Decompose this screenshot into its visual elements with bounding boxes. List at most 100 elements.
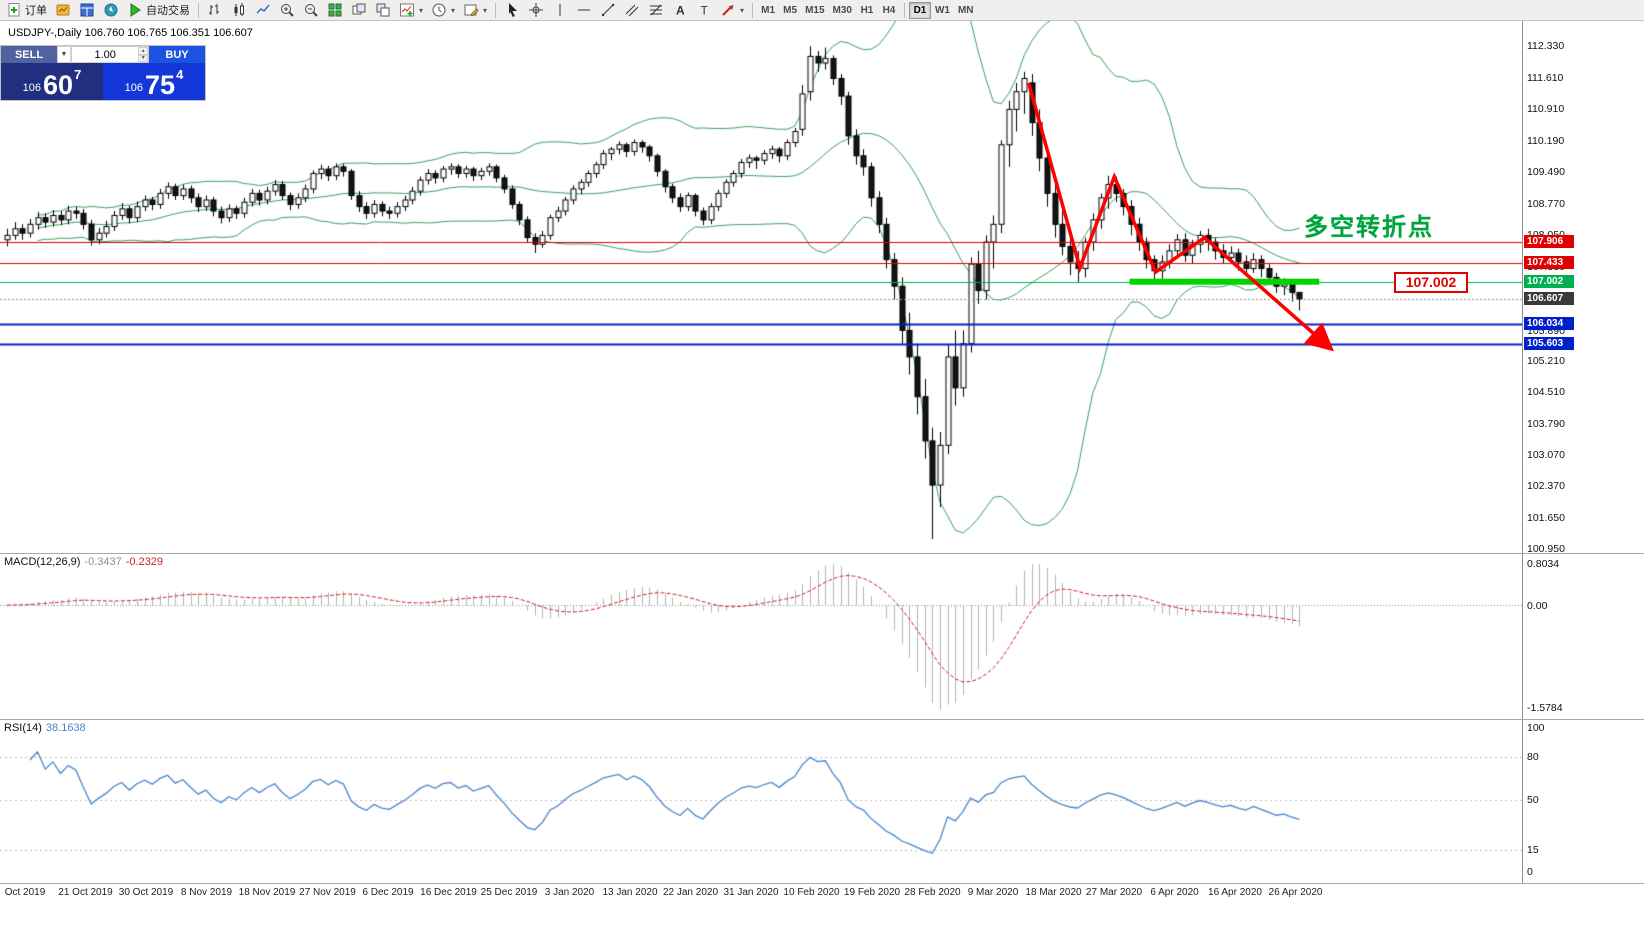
chart-window: USDJPY-,Daily 106.760 106.765 106.351 10… (0, 21, 1644, 948)
timeframe-w1[interactable]: W1 (931, 2, 954, 19)
date-label: 26 Apr 2020 (1268, 887, 1323, 898)
channel-button[interactable] (620, 1, 644, 19)
sell-price-pip: 7 (74, 67, 82, 82)
y-axis-label: 110.190 (1527, 134, 1565, 147)
volume-dropdown-button[interactable]: ▼ (57, 46, 71, 63)
navigator-button[interactable] (99, 1, 123, 19)
trend-arrow-drawing[interactable] (1026, 82, 1334, 352)
indicators-button[interactable]: ▾ (395, 1, 427, 19)
autotrading-label: 自动交易 (146, 5, 190, 17)
date-label: 19 Feb 2020 (843, 887, 901, 898)
periods-button[interactable]: ▾ (427, 1, 459, 19)
date-label: 10 Feb 2020 (783, 887, 840, 898)
price-axis[interactable]: 112.330 111.610 110.910 110.190 109.490 108.7… (1522, 21, 1644, 555)
macd-canvas[interactable] (0, 554, 1522, 719)
crosshair-button[interactable] (524, 1, 548, 19)
autotrading-button[interactable]: 自动交易 (123, 1, 194, 19)
date-label: 18 Mar 2020 (1025, 887, 1082, 898)
date-label: 9 Mar 2020 (967, 887, 1019, 898)
charts-button[interactable] (75, 1, 99, 19)
zoom-out-button[interactable] (299, 1, 323, 19)
crosshair-icon (529, 3, 544, 17)
macd-axis[interactable]: 0.8034 0.00 -1.5784 (1522, 554, 1644, 720)
bar-chart-button[interactable] (203, 1, 227, 19)
sell-price-display[interactable]: 106 60 7 (1, 63, 103, 100)
text-label-button[interactable]: T (692, 1, 716, 19)
zoom-out-icon (305, 4, 318, 17)
rsi-canvas[interactable] (0, 720, 1522, 883)
charts-icon (80, 3, 94, 17)
zoom-in-button[interactable] (275, 1, 299, 19)
y-axis-label: 103.070 (1527, 449, 1565, 462)
date-label: 22 Jan 2020 (662, 887, 719, 898)
dropdown-caret-icon: ▾ (740, 5, 745, 15)
line-chart-icon (256, 4, 270, 14)
timeframe-m1[interactable]: M1 (757, 2, 779, 19)
candlestick-button[interactable] (227, 1, 251, 19)
date-label: 27 Mar 2020 (1085, 887, 1143, 898)
timeframe-h4[interactable]: H4 (878, 2, 900, 19)
horizontal-line-button[interactable] (572, 1, 596, 19)
price-tag: 107.906 (1524, 234, 1574, 248)
volume-spinner: ▲ ▼ (138, 47, 148, 62)
tile-windows-button[interactable] (323, 1, 347, 19)
toolbar-separator (903, 2, 905, 18)
trade-panel-header-row: SELL ▼ ▲ ▼ BUY (1, 46, 205, 63)
timeframe-m30[interactable]: M30 (829, 2, 856, 19)
date-label: 6 Apr 2020 (1150, 887, 1199, 898)
date-label: 8 Nov 2019 (180, 887, 233, 898)
arrange-windows-icon (352, 3, 366, 15)
timeframe-m15[interactable]: M15 (801, 2, 828, 19)
rsi-axis[interactable]: 100 80 50 15 0 (1522, 720, 1644, 884)
y-axis-label: 102.370 (1527, 480, 1565, 493)
templates-button[interactable]: ▾ (459, 1, 491, 19)
vertical-line-button[interactable] (548, 1, 572, 19)
fibonacci-button[interactable] (644, 1, 668, 19)
rsi-axis-label: 15 (1527, 844, 1539, 857)
timeframe-mn[interactable]: MN (954, 2, 978, 19)
trendline-button[interactable] (596, 1, 620, 19)
new-order-button[interactable]: 订单 (2, 1, 51, 19)
symbol-ohlc-info: USDJPY-,Daily 106.760 106.765 106.351 10… (8, 27, 253, 39)
rsi-axis-label: 0 (1527, 866, 1533, 878)
date-label: 13 Jan 2020 (602, 887, 658, 898)
rsi-axis-label: 50 (1527, 794, 1539, 806)
price-tag: 106.607 (1524, 292, 1574, 306)
cascade-windows-button[interactable] (371, 1, 395, 19)
timeframe-d1[interactable]: D1 (908, 1, 931, 19)
price-tag: 107.433 (1524, 255, 1574, 269)
arrows-button[interactable]: ▾ (716, 1, 748, 19)
date-label: 28 Feb 2020 (904, 887, 961, 898)
buy-price-display[interactable]: 106 75 4 (103, 63, 205, 100)
macd-main-value: -0.3437 (84, 556, 122, 568)
y-axis-label: 104.510 (1527, 385, 1565, 398)
cursor-button[interactable] (500, 1, 524, 19)
indicators-icon (400, 3, 414, 17)
y-axis-label: 109.490 (1527, 165, 1565, 178)
text-icon: A (676, 4, 685, 18)
rsi-value: 38.1638 (45, 722, 86, 734)
macd-label: MACD(12,26,9) -0.3437 -0.2329 (4, 556, 163, 568)
turning-point-annotation[interactable]: 多空转折点 (1304, 214, 1434, 241)
buy-button[interactable]: BUY (149, 46, 205, 63)
y-axis-label: 103.790 (1527, 417, 1565, 430)
arrange-windows-button[interactable] (347, 1, 371, 19)
volume-input[interactable] (72, 47, 139, 62)
volume-down-button[interactable]: ▼ (138, 54, 148, 62)
sell-button[interactable]: SELL (1, 46, 57, 63)
cascade-windows-icon (376, 3, 390, 17)
line-chart-button[interactable] (251, 1, 275, 19)
main-chart-canvas[interactable] (0, 21, 1522, 553)
market-watch-button[interactable] (51, 1, 75, 19)
price-pane: USDJPY-,Daily 106.760 106.765 106.351 10… (0, 21, 1644, 555)
support-highlight-bar[interactable] (1129, 278, 1320, 285)
time-axis[interactable]: Oct 2019 21 Oct 2019 30 Oct 2019 8 Nov 2019… (0, 883, 1644, 902)
rsi-label: RSI(14) 38.1638 (4, 722, 86, 734)
candlestick-icon (234, 3, 244, 16)
timeframe-m5[interactable]: M5 (779, 2, 801, 19)
price-callout-box[interactable]: 107.002 (1394, 272, 1468, 293)
buy-price-pip: 4 (176, 67, 184, 82)
text-button[interactable]: A (668, 1, 692, 19)
timeframe-h1[interactable]: H1 (856, 2, 878, 19)
volume-up-button[interactable]: ▲ (138, 47, 148, 55)
